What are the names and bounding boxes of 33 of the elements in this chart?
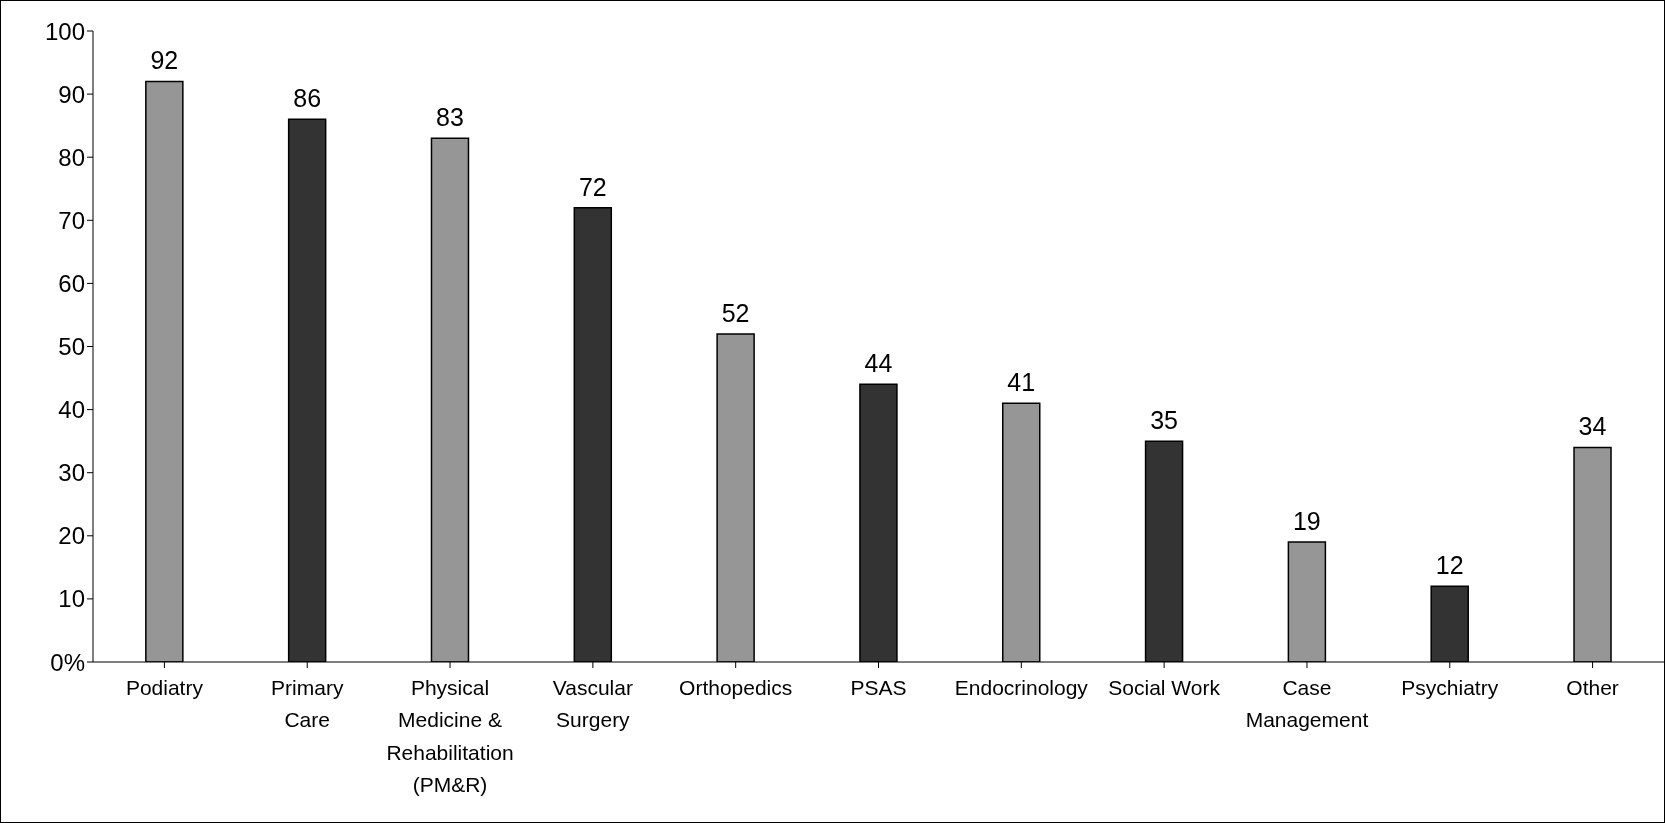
data-label: 19 bbox=[1292, 507, 1321, 536]
data-label: 83 bbox=[436, 103, 464, 132]
y-tick-label: 30 bbox=[58, 459, 85, 487]
x-tick-label: Social Work bbox=[1108, 675, 1221, 699]
data-label: 34 bbox=[1578, 412, 1607, 441]
y-tick-label: 90 bbox=[58, 80, 85, 108]
x-tick-label: Endocrinology bbox=[954, 675, 1089, 699]
x-tick-label: Physical Medicine & Rehabilitation (PM&R) bbox=[386, 675, 514, 797]
data-label: 52 bbox=[721, 298, 750, 327]
y-tick-label: 40 bbox=[58, 396, 85, 424]
x-tick-label: PSAS bbox=[850, 675, 907, 699]
y-tick-label: 100 bbox=[44, 17, 85, 45]
data-label: 12 bbox=[1435, 551, 1464, 580]
x-tick-label: Primary Care bbox=[271, 675, 344, 732]
data-label: 35 bbox=[1150, 406, 1178, 435]
x-tick-label: Case Management bbox=[1245, 675, 1369, 732]
x-tick-label: Orthopedics bbox=[679, 675, 793, 699]
y-tick-label: 0% bbox=[50, 648, 85, 676]
x-tick-label: Psychiatry bbox=[1401, 675, 1499, 699]
data-label: 72 bbox=[578, 172, 607, 201]
data-label: 86 bbox=[293, 84, 322, 113]
y-tick-label: 20 bbox=[58, 522, 85, 550]
y-tick-label: 70 bbox=[58, 206, 85, 234]
x-tick-label: Podiatry bbox=[125, 675, 204, 699]
x-tick-label: Vascular Surgery bbox=[552, 675, 633, 732]
x-tick-label: Other bbox=[1566, 675, 1619, 699]
y-tick-label: 50 bbox=[58, 333, 85, 361]
y-tick-label: 60 bbox=[58, 269, 85, 297]
data-label: 41 bbox=[1007, 368, 1036, 397]
y-tick-label: 10 bbox=[58, 585, 85, 613]
data-label: 92 bbox=[150, 46, 179, 75]
data-label: 44 bbox=[864, 349, 893, 378]
y-tick-label: 80 bbox=[58, 143, 85, 171]
